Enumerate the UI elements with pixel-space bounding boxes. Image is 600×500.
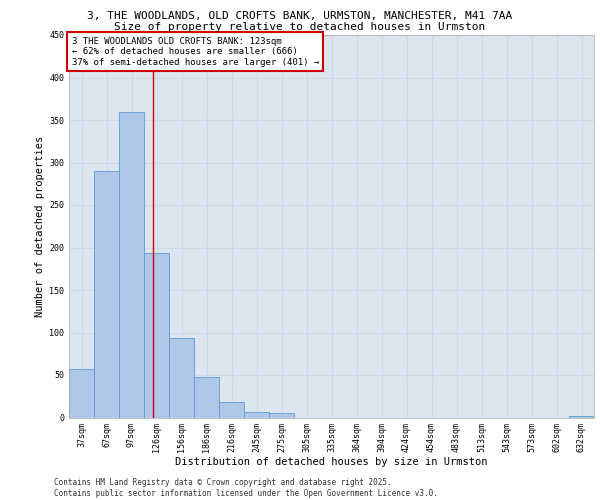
Text: 3, THE WOODLANDS, OLD CROFTS BANK, URMSTON, MANCHESTER, M41 7AA: 3, THE WOODLANDS, OLD CROFTS BANK, URMST…: [88, 12, 512, 22]
Bar: [119, 112, 144, 418]
Bar: [269, 413, 294, 418]
Bar: [194, 376, 219, 418]
Bar: [244, 412, 269, 418]
Text: Size of property relative to detached houses in Urmston: Size of property relative to detached ho…: [115, 22, 485, 32]
Bar: [169, 338, 194, 417]
Bar: [569, 416, 594, 418]
Bar: [69, 369, 94, 418]
Text: Contains HM Land Registry data © Crown copyright and database right 2025.
Contai: Contains HM Land Registry data © Crown c…: [54, 478, 438, 498]
Bar: [219, 402, 244, 417]
Bar: [94, 171, 119, 418]
Text: 3 THE WOODLANDS OLD CROFTS BANK: 123sqm
← 62% of detached houses are smaller (66: 3 THE WOODLANDS OLD CROFTS BANK: 123sqm …: [71, 37, 319, 66]
Y-axis label: Number of detached properties: Number of detached properties: [35, 136, 45, 317]
X-axis label: Distribution of detached houses by size in Urmston: Distribution of detached houses by size …: [175, 456, 488, 466]
Bar: [144, 254, 169, 418]
